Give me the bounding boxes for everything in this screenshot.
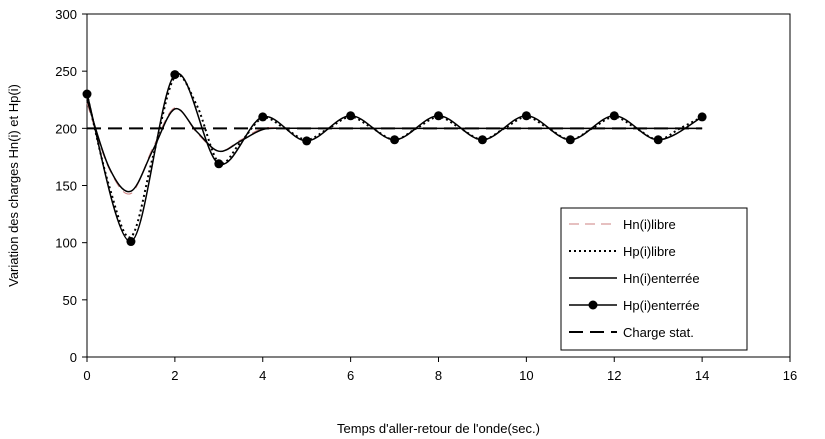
data-point-marker	[214, 159, 224, 169]
legend-label: Hn(i)enterrée	[623, 271, 700, 286]
legend: Hn(i)libre Hp(i)libre Hn(i)enterrée Hp(i)en…	[560, 207, 748, 351]
x-axis-title: Temps d'aller-retour de l'onde(sec.)	[337, 421, 540, 436]
series-group	[82, 70, 707, 247]
y-tick-label: 50	[63, 293, 77, 308]
data-point-marker	[126, 237, 136, 247]
series-line-1	[86, 74, 703, 239]
data-point-marker	[82, 89, 92, 99]
legend-marker	[588, 300, 598, 310]
legend-label: Hp(i)libre	[623, 244, 676, 259]
data-point-marker	[434, 111, 443, 121]
series-line-2	[86, 99, 703, 193]
data-point-marker	[653, 135, 663, 145]
x-tick-label: 4	[259, 368, 266, 383]
x-tick-label: 8	[435, 368, 442, 383]
y-tick-label: 0	[70, 350, 77, 365]
legend-label: Charge stat.	[623, 325, 694, 340]
axes: 0 2 4 6 8 10 12 14 16 0 50 100 150 200 250 300	[55, 7, 797, 383]
y-tick-label: 250	[55, 64, 77, 79]
data-point-marker	[302, 136, 312, 146]
data-point-marker	[258, 112, 268, 122]
x-tick-label: 2	[171, 368, 178, 383]
x-tick-label: 10	[519, 368, 533, 383]
legend-box	[560, 207, 748, 351]
x-tick-label: 12	[607, 368, 621, 383]
x-tick-label: 16	[783, 368, 797, 383]
data-point-marker	[697, 112, 707, 122]
legend-label: Hn(i)libre	[623, 217, 676, 232]
y-tick-label: 300	[55, 7, 77, 22]
data-point-marker	[390, 135, 400, 145]
y-tick-label: 150	[55, 179, 77, 194]
data-point-marker	[477, 135, 487, 145]
x-tick-label: 14	[695, 368, 709, 383]
y-tick-label: 200	[55, 121, 77, 136]
y-axis-title: Variation des charges Hn(i) et Hp(i)	[6, 84, 21, 287]
y-tick-label: 100	[55, 236, 77, 251]
data-point-marker	[521, 111, 531, 121]
data-point-marker	[609, 111, 619, 121]
x-tick-label: 0	[83, 368, 90, 383]
x-tick-label: 6	[347, 368, 354, 383]
data-point-marker	[346, 111, 356, 121]
legend-label: Hp(i)enterrée	[623, 298, 700, 313]
data-point-marker	[170, 70, 180, 80]
data-point-marker	[565, 135, 575, 145]
